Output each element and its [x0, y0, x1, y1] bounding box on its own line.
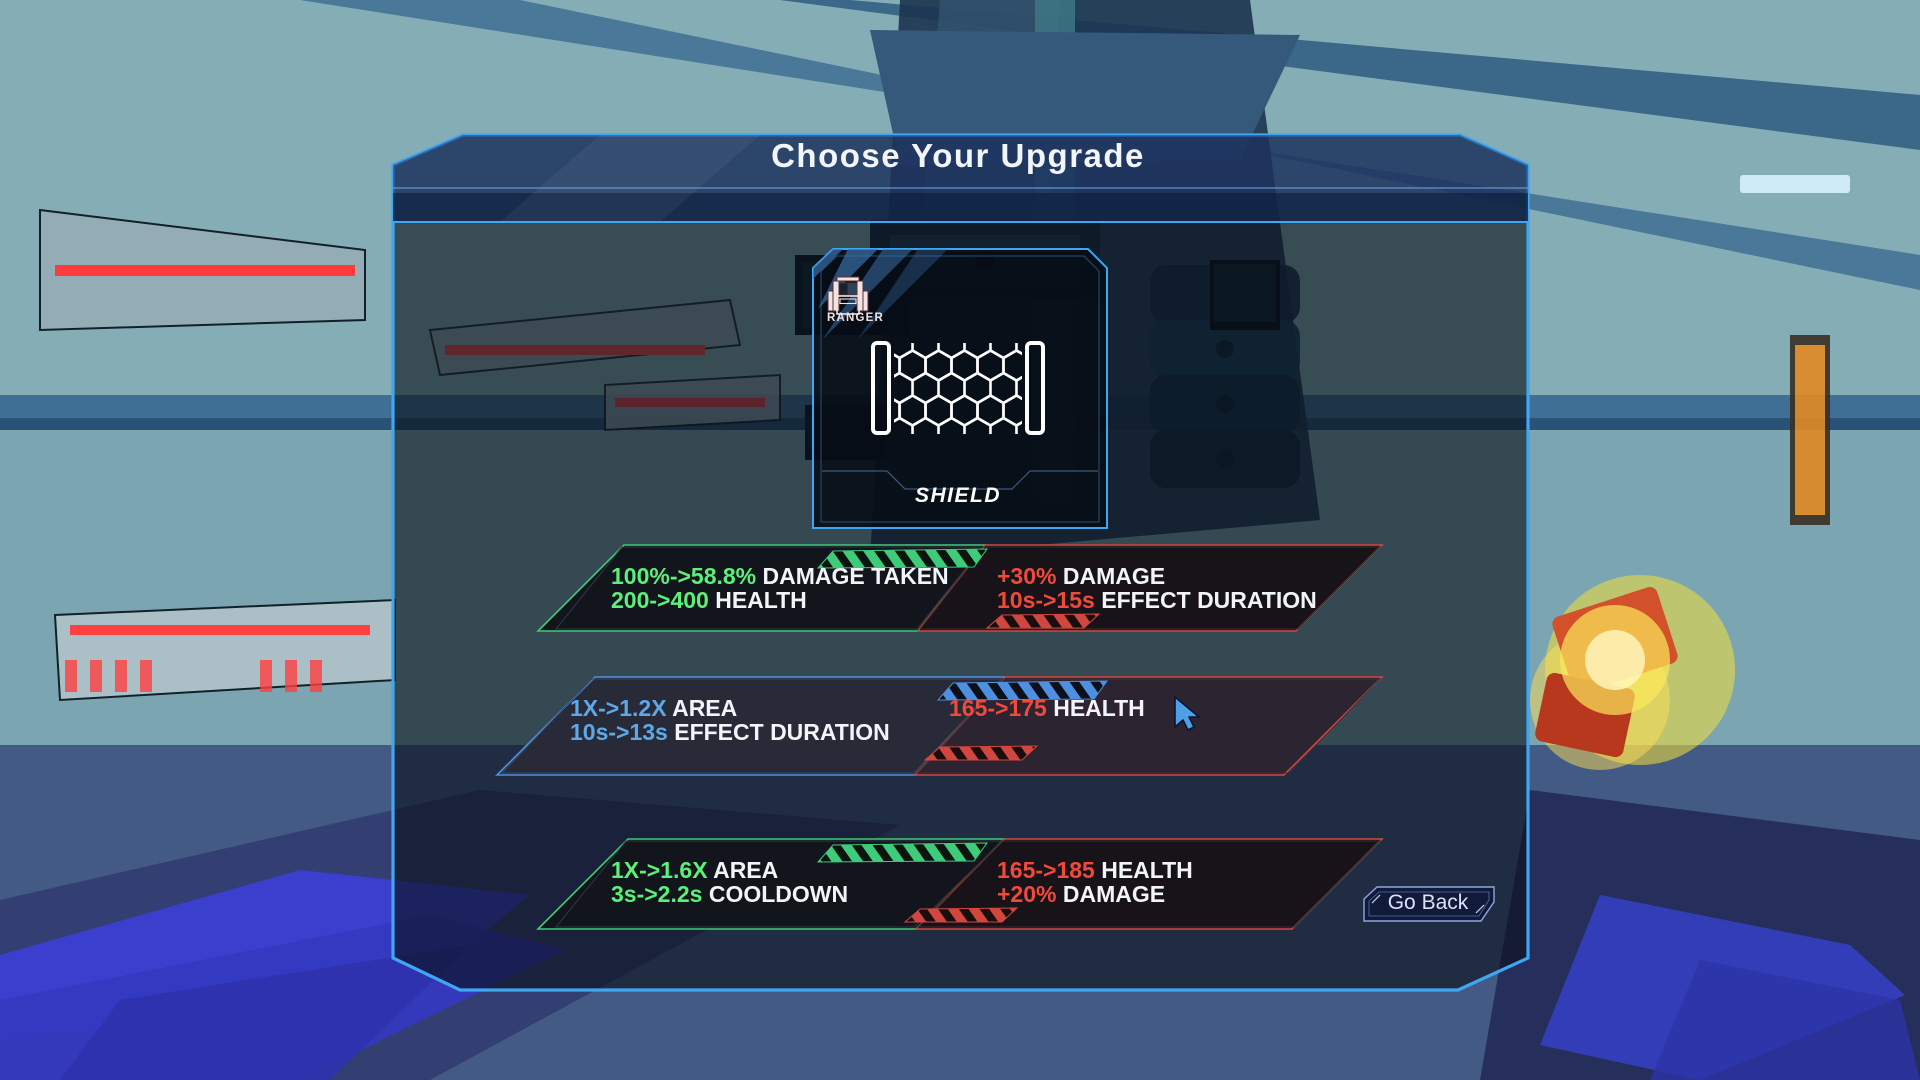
svg-text:Go Back: Go Back [1388, 891, 1469, 914]
svg-text:165->175 HEALTH: 165->175 HEALTH [949, 695, 1145, 721]
svg-text:1X->1.2X AREA: 1X->1.2X AREA [570, 695, 737, 721]
svg-text:200->400 HEALTH: 200->400 HEALTH [611, 587, 807, 613]
svg-text:100%->58.8% DAMAGE TAKEN: 100%->58.8% DAMAGE TAKEN [611, 563, 949, 589]
svg-text:1X->1.6X AREA: 1X->1.6X AREA [611, 857, 778, 883]
svg-text:3s->2.2s COOLDOWN: 3s->2.2s COOLDOWN [611, 881, 848, 907]
svg-text:RANGER: RANGER [827, 312, 884, 324]
svg-text:+20% DAMAGE: +20% DAMAGE [997, 881, 1165, 907]
svg-text:10s->13s EFFECT DURATION: 10s->13s EFFECT DURATION [570, 719, 890, 745]
svg-text:Choose Your Upgrade: Choose Your Upgrade [771, 137, 1145, 174]
svg-text:+30% DAMAGE: +30% DAMAGE [997, 563, 1165, 589]
svg-text:SHIELD: SHIELD [915, 484, 1001, 507]
svg-text:165->185 HEALTH: 165->185 HEALTH [997, 857, 1193, 883]
svg-text:10s->15s EFFECT DURATION: 10s->15s EFFECT DURATION [997, 587, 1317, 613]
